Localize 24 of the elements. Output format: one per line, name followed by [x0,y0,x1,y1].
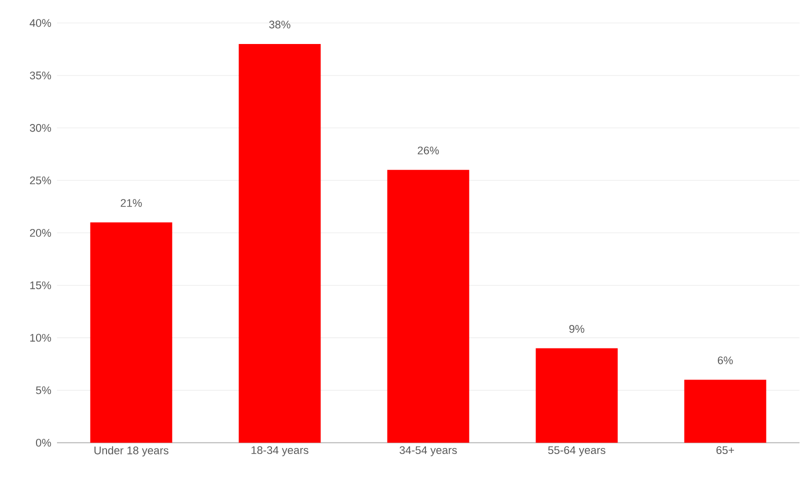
y-tick-label: 0% [36,438,52,447]
bar [387,170,470,443]
y-tick-label: 40% [30,19,52,28]
bar [684,380,766,443]
data-label: 21% [120,199,142,207]
data-label: 9% [569,325,584,333]
bar [238,44,321,443]
y-tick-label: 5% [36,386,52,394]
y-tick-label: 25% [30,176,52,184]
y-tick-label: 10% [30,334,52,342]
x-tick-label: 65+ [716,446,734,454]
data-label: 38% [269,20,290,29]
x-tick-label: Under 18 years [94,446,168,457]
y-tick-label: 20% [30,229,52,237]
x-tick-label: 34-54 years [400,446,457,456]
y-tick-label: 30% [30,124,52,132]
x-tick-label: 18-34 years [252,446,308,456]
data-label: 6% [718,356,733,364]
bar [90,222,172,443]
y-tick-label: 35% [30,72,52,80]
y-tick-label: 15% [30,282,52,290]
data-label: 26% [418,146,439,155]
bar [536,348,618,443]
x-tick-label: 55-64 years [548,446,606,456]
